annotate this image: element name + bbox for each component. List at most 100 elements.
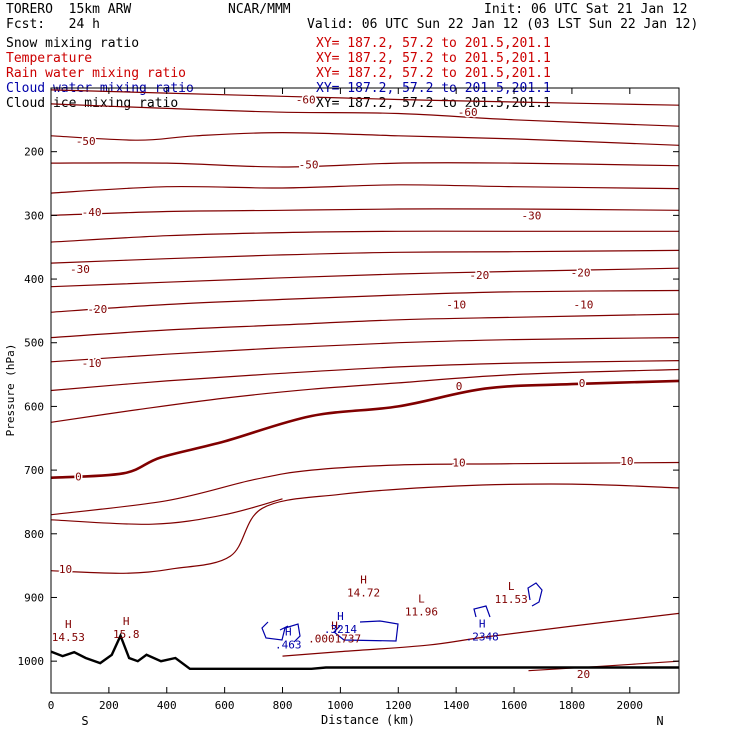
legend-xy-snow: XY= 187.2, 57.2 to 201.5,201.1 [316,36,551,51]
init-time: Init: 06 UTC Sat 21 Jan 12 [484,2,688,17]
x-tick-label: 1600 [501,699,528,712]
extremum-value: .3214 [324,623,357,636]
extremum-marker: H15.8 [113,615,140,641]
y-tick-label: 300 [24,209,44,222]
legend-xy-rain: XY= 187.2, 57.2 to 201.5,201.1 [316,66,551,81]
x-tick-label: 2000 [617,699,644,712]
cloud-contour [333,620,399,642]
extremum-letter: L [508,580,515,593]
y-axis-label: Pressure (hPa) [4,344,17,437]
extremum-marker: L11.53 [495,580,528,606]
temperature-contour [50,498,283,525]
extremum-value: 15.8 [113,628,140,641]
y-tick-label: 1000 [18,655,45,668]
temperature-contour [50,337,680,363]
contour-label: -40 [82,206,102,219]
contour-label: -10 [446,299,466,312]
extremum-marker: L11.96 [405,593,438,619]
extremum-marker: H.3214 [324,610,357,636]
temperature-contour [50,230,679,243]
extremum-letter: H [331,619,338,632]
contour-label: -30 [521,209,541,222]
temperature-contour [50,360,680,392]
temperature-contour [50,368,680,423]
contour-label: 0 [579,377,586,390]
extremum-marker: H.0001737 [308,619,361,645]
x-tick-label: 1200 [385,699,412,712]
cloud-contour [473,605,491,618]
endpoint-right: N [656,714,663,728]
temperature-contour [282,612,680,657]
temperature-contour [50,208,680,216]
contour-label: 10 [452,456,465,469]
x-tick-label: 1800 [559,699,586,712]
contour-label: -30 [70,263,90,276]
contour-label: -20 [87,303,107,316]
x-tick-label: 400 [157,699,177,712]
extremum-value: .463 [275,639,302,652]
extremum-value: 11.96 [405,606,438,619]
temperature-contour [50,89,680,106]
x-tick-label: 600 [215,699,235,712]
contour-label: 10 [59,563,72,576]
plot-frame [50,87,680,694]
legend-label-cloud-ice: Cloud ice mixing ratio [6,96,179,111]
contour-label: -60 [296,93,316,106]
temperature-contour [50,379,680,479]
extremum-value: 14.72 [347,586,380,599]
temperature-contour [50,184,680,194]
extremum-letter: H [337,610,344,623]
contour-label: 20 [577,668,590,681]
x-tick-label: 1400 [443,699,470,712]
extremum-value: .0001737 [308,632,361,645]
extremum-marker: H14.53 [52,618,85,644]
contour-label: -50 [76,135,96,148]
temperature-contour [50,131,680,146]
legend-label-rain: Rain water mixing ratio [6,66,187,81]
temperature-contour [50,289,680,313]
cloud-contour [527,582,543,607]
temperature-contour [50,461,680,516]
contour-label: -50 [299,158,319,171]
contour-label: -20 [571,267,591,280]
legend-xy-cloud-ice: XY= 187.2, 57.2 to 201.5,201.1 [316,96,551,111]
temperature-contour [50,483,680,574]
legend-xy-temperature: XY= 187.2, 57.2 to 201.5,201.1 [316,51,551,66]
legend-label-snow: Snow mixing ratio [6,36,140,51]
extremum-marker: H.463 [275,626,302,652]
contour-labels: -60 -60 -50 -50 -40 -30 -30 -20 -20 -20 -10 -10 -10 0… [57,92,635,682]
extremum-letter: H [360,573,367,586]
extremum-letter: H [65,618,72,631]
temperature-contour [50,313,680,339]
y-tick-label: 900 [24,591,44,604]
y-tick-label: 800 [24,528,44,541]
endpoint-left: S [81,714,88,728]
extremum-marker: H14.72 [347,573,380,599]
contour-label: 0 [75,470,82,483]
contour-label: -20 [469,269,489,282]
contour-label: 10 [620,455,633,468]
extremum-value: 11.53 [495,593,528,606]
temperature-contour [50,103,680,127]
temperature-contour [50,249,680,264]
y-tick-label: 500 [24,337,44,350]
x-tick-label: 200 [99,699,119,712]
temperature-contour [50,267,680,288]
extremum-value: 14.53 [52,631,85,644]
temperature-contour [528,660,680,672]
cloud-contours [261,582,543,643]
forecast-hour: Fcst: 24 h [6,17,100,32]
y-tick-label: 200 [24,146,44,159]
x-tick-label: 800 [273,699,293,712]
extremum-value: .2348 [466,630,499,643]
extremum-letter: H [479,617,486,630]
x-axis-label: Distance (km) [321,713,415,727]
contour-label: -10 [574,299,594,312]
y-tick-label: 700 [24,464,44,477]
extremum-marker: H.2348 [466,617,499,643]
org-label: NCAR/MMM [228,2,291,17]
x-axis: 0 200 400 600 800 1000 1200 1400 1600 1800 2000 [48,88,643,712]
